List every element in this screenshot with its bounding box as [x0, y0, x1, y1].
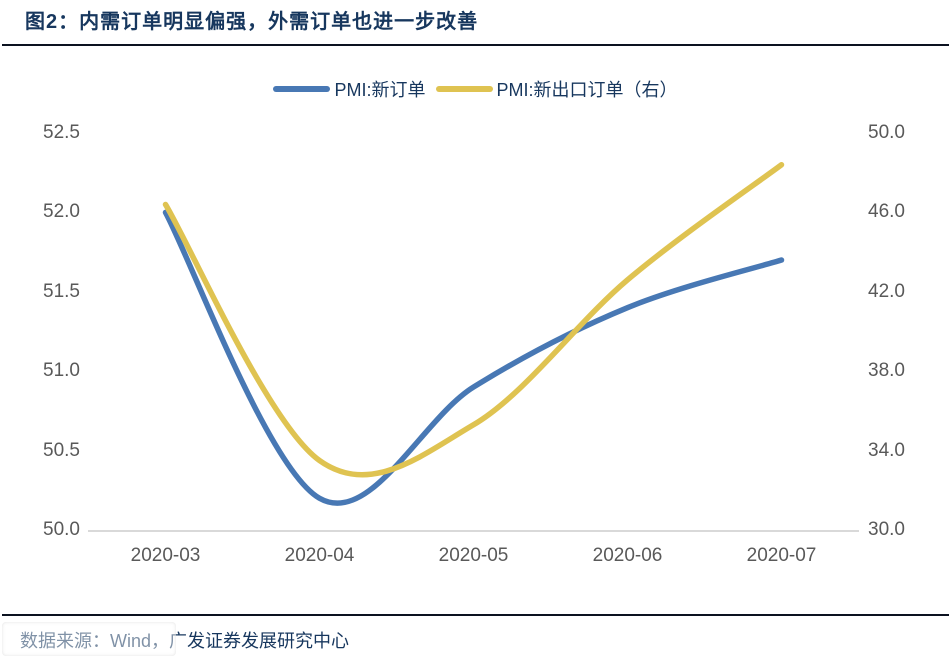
- x-axis-tick: 2020-03: [130, 545, 201, 566]
- left-axis-tick: 52.0: [43, 201, 80, 222]
- legend-line-swatch-blue: [273, 86, 331, 92]
- series-line-new-orders: [162, 209, 785, 506]
- left-axis-tick: 52.5: [43, 122, 80, 143]
- right-axis-tick: 42.0: [868, 281, 905, 302]
- x-axis-tick: 2020-05: [438, 545, 509, 566]
- x-axis-tick: 2020-04: [284, 545, 355, 566]
- chart-title: 图2：内需订单明显偏强，外需订单也进一步改善: [25, 11, 479, 33]
- legend-line-swatch-yellow: [435, 86, 493, 92]
- right-axis-tick: 38.0: [868, 360, 905, 381]
- title-divider: [2, 44, 949, 46]
- left-axis-tick: 50.5: [43, 440, 80, 461]
- right-axis-tick: 34.0: [868, 440, 905, 461]
- right-axis-tick: 30.0: [868, 519, 905, 540]
- footer-divider: [2, 614, 949, 616]
- legend-label-new-orders: PMI:新订单: [334, 80, 426, 100]
- x-axis-baseline: [88, 530, 859, 532]
- right-axis-tick: 50.0: [868, 122, 905, 143]
- legend-label-new-export-orders: PMI:新出口订单（右）: [496, 80, 678, 100]
- legend-item-new-export-orders: PMI:新出口订单（右）: [435, 76, 678, 102]
- left-axis-tick: 50.0: [43, 519, 80, 540]
- x-axis-tick: 2020-06: [592, 545, 663, 566]
- legend-item-new-orders: PMI:新订单: [273, 76, 426, 102]
- legend: PMI:新订单 PMI:新出口订单（右）: [0, 76, 951, 102]
- source-note: 数据来源：Wind，广发证券发展研究中心: [20, 631, 350, 651]
- right-axis-tick: 46.0: [868, 201, 905, 222]
- left-axis-tick: 51.5: [43, 281, 80, 302]
- left-axis-tick: 51.0: [43, 360, 80, 381]
- series-line-new-export-orders: [162, 162, 785, 478]
- x-axis-tick: 2020-07: [746, 545, 817, 566]
